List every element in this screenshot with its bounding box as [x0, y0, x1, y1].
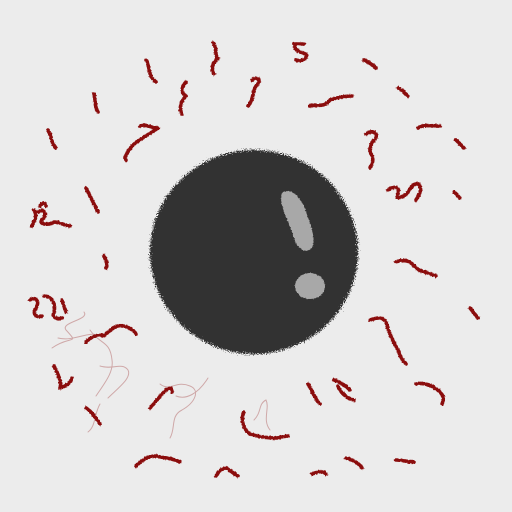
- red-squiggle: [386, 181, 423, 202]
- red-squiggle: [144, 58, 158, 84]
- red-squiggle: [306, 382, 322, 406]
- red-squiggle: [148, 386, 174, 410]
- red-squiggle: [344, 456, 364, 470]
- faint-scribble: [159, 383, 197, 439]
- red-squiggle: [364, 130, 379, 170]
- red-squiggle: [292, 42, 309, 63]
- red-squiggle: [210, 41, 220, 76]
- red-squiggle: [123, 123, 160, 162]
- red-squiggle: [84, 186, 100, 214]
- red-squiggle: [454, 138, 466, 150]
- red-squiggle: [362, 58, 378, 70]
- faint-scribble: [253, 399, 271, 431]
- red-squiggle: [28, 294, 64, 321]
- red-squiggle: [134, 454, 182, 468]
- faint-scribble: [89, 329, 113, 397]
- red-squiggle: [452, 190, 462, 200]
- red-squiggle: [394, 258, 438, 278]
- red-squiggle: [30, 208, 72, 228]
- red-squiggle: [332, 378, 356, 402]
- red-squiggle: [214, 466, 240, 478]
- faint-scribble: [175, 377, 209, 398]
- red-squiggle: [240, 410, 290, 440]
- red-squiggle: [414, 381, 446, 406]
- red-squiggle: [394, 458, 416, 464]
- red-squiggle: [308, 94, 354, 108]
- red-squiggle: [38, 201, 48, 208]
- orb-highlight-dot: [295, 273, 325, 299]
- red-squiggle: [60, 298, 68, 314]
- red-squiggle: [416, 123, 442, 130]
- red-squiggle: [310, 469, 328, 476]
- red-squiggle: [84, 323, 138, 344]
- red-squiggles: [28, 41, 480, 478]
- red-squiggle: [92, 92, 100, 114]
- faint-scribble: [51, 311, 86, 349]
- red-squiggle: [102, 254, 109, 270]
- red-squiggle: [46, 128, 58, 150]
- red-squiggle: [178, 80, 188, 116]
- dark-fuzzy-orb-icon: [150, 150, 358, 354]
- orb-body: [150, 150, 358, 354]
- faint-scribble: [99, 365, 130, 399]
- red-squiggle: [468, 306, 480, 320]
- red-squiggle: [52, 364, 74, 390]
- red-squiggle: [246, 76, 261, 108]
- red-squiggle: [396, 86, 410, 98]
- red-squiggle: [84, 406, 102, 426]
- red-squiggle: [368, 316, 408, 366]
- orb-highlight-stroke: [281, 191, 314, 251]
